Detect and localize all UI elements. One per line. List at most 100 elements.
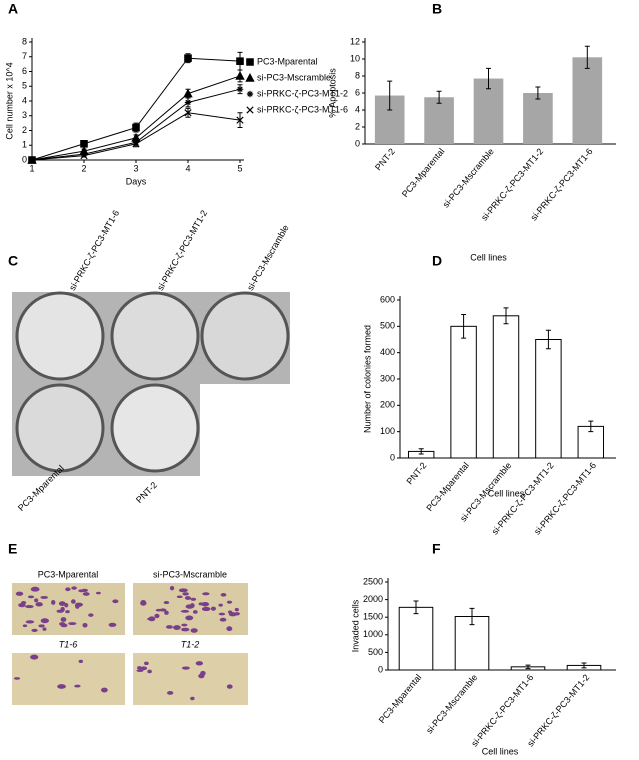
x-tick-label: 2	[81, 163, 86, 173]
image-label: PNT-2	[134, 480, 159, 505]
cell	[201, 606, 211, 612]
error-bar	[545, 329, 551, 350]
y-tick-label: 8	[355, 70, 360, 80]
error-bar	[418, 448, 424, 455]
cell	[165, 625, 173, 629]
bar	[572, 57, 603, 144]
cell	[202, 592, 210, 596]
legend-marker	[245, 73, 255, 82]
y-tick-label: 5	[22, 81, 27, 91]
image-label: T1-2	[181, 639, 200, 649]
legend-label: PC3-Mparental	[257, 56, 318, 66]
marker	[80, 151, 88, 160]
error-bar	[503, 307, 509, 325]
marker	[28, 156, 36, 164]
cell	[226, 626, 233, 632]
image-label: si-PRKC-ζ-PC3-MT1-2	[155, 208, 209, 292]
cell	[190, 628, 198, 633]
cell	[163, 601, 170, 605]
marker	[183, 88, 193, 98]
cell	[31, 628, 38, 632]
cell	[70, 599, 76, 604]
cell	[34, 598, 39, 603]
cell	[65, 587, 71, 592]
cell	[22, 624, 28, 628]
cell	[201, 601, 210, 607]
image-label: si-PRKC-ζ-PC3-MT1-6	[67, 208, 121, 292]
x-tick-label: 1	[29, 163, 34, 173]
error-bar	[461, 313, 467, 339]
cell	[108, 622, 117, 627]
y-tick-label: 0	[22, 154, 27, 164]
x-tick-label: PNT-2	[404, 460, 428, 486]
legend-marker	[246, 106, 254, 114]
y-tick-label: 1500	[363, 612, 383, 622]
error-bar	[525, 664, 531, 670]
image-label: si-PC3-Mscramble	[245, 223, 291, 292]
cell	[65, 610, 70, 614]
marker	[184, 109, 192, 117]
y-axis-label: Number of colonies formed	[362, 325, 372, 433]
panel-label: E	[8, 541, 17, 557]
cell	[40, 595, 49, 599]
line	[31, 75, 241, 161]
cell	[173, 625, 181, 630]
cell	[176, 595, 183, 599]
y-axis-label: Cell number x 10^4	[4, 62, 14, 139]
cell	[167, 691, 174, 695]
error-bar	[581, 662, 587, 669]
cell	[13, 677, 21, 680]
cell	[181, 666, 190, 670]
cell	[27, 595, 35, 599]
cell	[100, 687, 108, 693]
cell	[185, 604, 194, 609]
cell	[182, 592, 189, 596]
panel-label: C	[8, 253, 18, 269]
cell	[219, 617, 227, 622]
y-tick-label: 300	[380, 373, 395, 383]
image-label: si-PC3-Mscramble	[153, 569, 227, 579]
cell	[140, 666, 148, 671]
x-tick-label: si-PRKC-ζ-PC3-MT1-6	[469, 672, 535, 748]
marker	[132, 123, 140, 132]
panel-label: F	[432, 541, 441, 557]
panel-label: A	[8, 1, 18, 17]
marker	[132, 140, 140, 148]
y-tick-label: 600	[380, 294, 395, 304]
cell	[137, 666, 142, 670]
cell	[190, 597, 197, 601]
cell	[51, 599, 56, 605]
y-tick-label: 6	[355, 87, 360, 97]
plate	[110, 383, 200, 473]
cell	[78, 589, 85, 593]
x-tick-label: 5	[237, 163, 242, 173]
error-bar	[584, 45, 590, 69]
cell	[42, 627, 47, 631]
bar	[424, 97, 454, 144]
panel-label: B	[432, 1, 442, 17]
error-bar	[413, 600, 419, 615]
x-tick-label: si-PC3-Mscramble	[424, 672, 479, 735]
plate	[15, 291, 105, 381]
cell	[25, 605, 34, 609]
cell	[25, 620, 35, 624]
error-bar	[436, 90, 442, 104]
cell	[234, 607, 239, 612]
x-tick-label: 4	[185, 163, 190, 173]
y-tick-label: 1000	[363, 629, 383, 639]
cell	[58, 601, 66, 606]
cell	[178, 588, 188, 593]
x-tick-label: PC3-Mparental	[424, 460, 471, 513]
cell	[78, 659, 84, 664]
error-bar	[535, 86, 541, 100]
cell	[181, 627, 190, 632]
cell	[198, 673, 205, 679]
y-tick-label: 4	[355, 104, 360, 114]
legend-marker	[246, 90, 254, 98]
plate	[200, 291, 290, 381]
cell	[226, 600, 233, 604]
y-tick-label: 2	[22, 125, 27, 135]
y-tick-label: 200	[380, 400, 395, 410]
cell	[180, 609, 190, 613]
